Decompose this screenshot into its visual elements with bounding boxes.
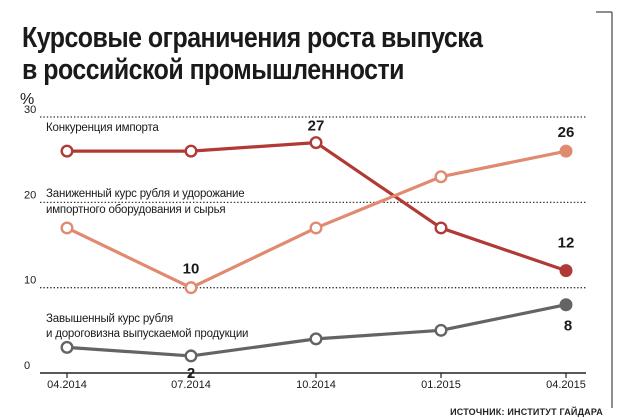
data-point [184,281,198,295]
y-tick-label: 0 [24,360,30,372]
source-note: ИСТОЧНИК: ИНСТИТУТ ГАЙДАРА [450,407,603,417]
data-label: 27 [308,118,325,135]
data-label: 10 [183,261,200,278]
y-unit-label: % [20,91,34,108]
data-point [559,264,573,278]
series-name-label: и дороговизна выпускаемой продукции [46,328,248,340]
x-tick-label: 04.2014 [47,379,87,391]
series-name-label: импортного оборудования и сырья [46,204,225,216]
data-point [184,349,198,363]
data-point [434,170,448,184]
data-point [309,332,323,346]
data-point [60,144,74,158]
data-point [434,221,448,235]
data-label: 26 [558,124,575,141]
x-tick-label: 07.2014 [171,379,211,391]
x-tick-label: 01.2015 [421,379,461,391]
x-tick-label: 04.2015 [546,379,586,391]
data-point [434,323,448,337]
data-label: 2 [187,365,195,382]
data-point [184,144,198,158]
x-tick-label: 10.2014 [296,379,336,391]
y-tick-label: 30 [24,104,36,116]
data-label: 12 [558,235,575,252]
data-point [309,221,323,235]
data-point [559,298,573,312]
data-point [60,221,74,235]
data-point [309,136,323,150]
data-point [60,340,74,354]
series-line [65,149,568,290]
chart-title-line-2: в российской промышленности [22,54,404,86]
y-tick-label: 20 [24,189,36,201]
data-point [559,144,573,158]
series-name-label: Конкуренция импорта [46,122,159,134]
series-name-label: Завышенный курс рубля [46,313,173,325]
series-name-label: Заниженный курс рубля и удорожание [46,188,244,200]
y-tick-label: 10 [24,275,36,287]
data-label: 8 [564,318,572,335]
chart-title-line-1: Курсовые ограничения роста выпуска [22,22,483,54]
